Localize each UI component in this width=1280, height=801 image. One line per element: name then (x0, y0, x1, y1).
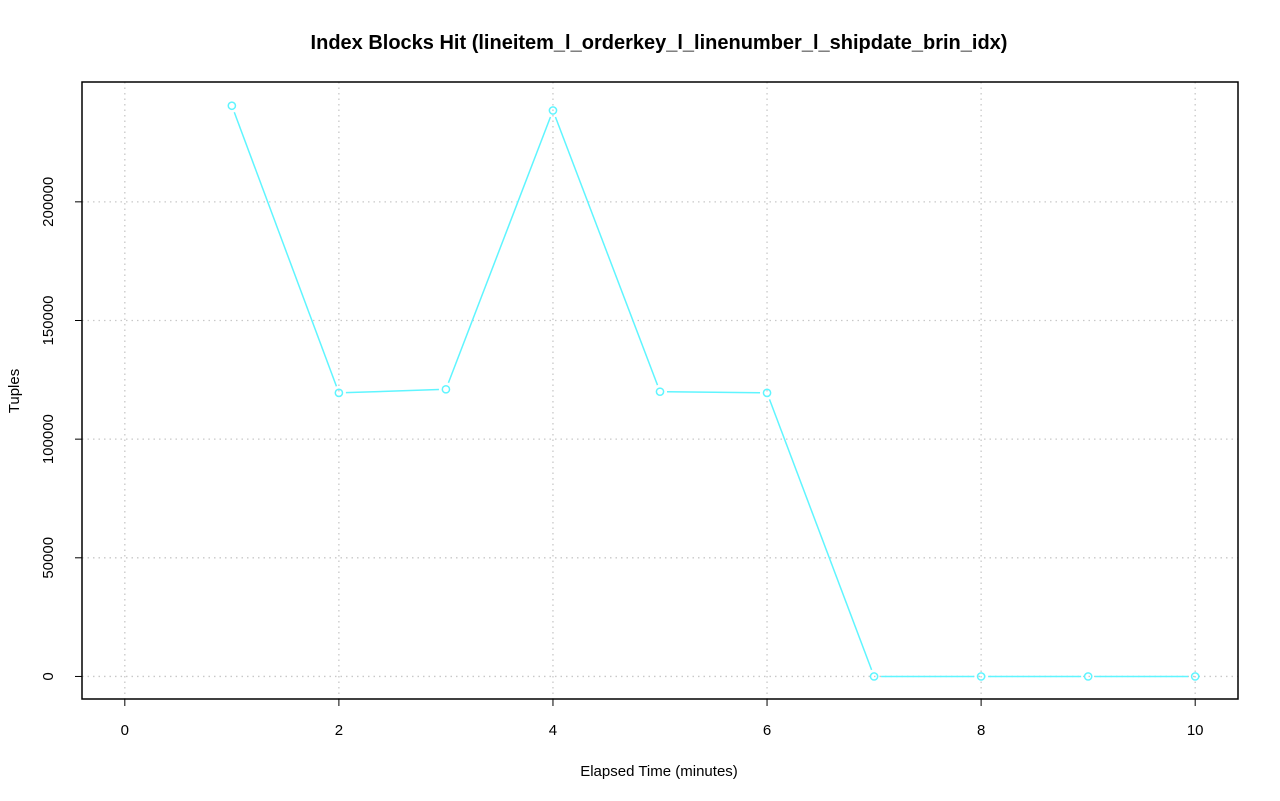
series-line-segment (768, 399, 873, 671)
data-point (1083, 672, 1093, 681)
y-tick-label: 200000 (40, 177, 57, 227)
x-tick-label: 2 (335, 722, 343, 739)
series-line-segment (554, 116, 659, 386)
data-point (227, 101, 237, 111)
data-point (976, 672, 986, 681)
data-point (1190, 672, 1200, 681)
x-axis-label: Elapsed Time (minutes) (580, 763, 738, 780)
data-point (441, 384, 451, 394)
series-layer (227, 101, 1200, 681)
plot-frame (81, 81, 1239, 700)
series-line-segment (233, 112, 338, 387)
y-axis-label: Tuples (6, 369, 23, 413)
series-line-segment (447, 116, 552, 384)
grid-lines (82, 82, 1238, 699)
series-line-segment (345, 388, 439, 394)
y-tick-label: 100000 (40, 414, 57, 464)
x-axis: 0 2 4 6 8 10 (121, 699, 1204, 739)
series-line-segment (666, 391, 761, 394)
x-tick-label: 8 (977, 722, 985, 739)
data-point (869, 672, 879, 681)
data-point (334, 388, 344, 398)
x-tick-label: 10 (1187, 722, 1204, 739)
data-point (762, 388, 772, 398)
y-tick-label: 150000 (40, 295, 57, 345)
x-tick-label: 6 (763, 722, 771, 739)
y-tick-label: 0 (40, 672, 57, 680)
x-tick-label: 4 (549, 722, 557, 739)
y-tick-label: 50000 (40, 537, 57, 579)
data-point (655, 387, 665, 397)
data-point (548, 106, 558, 115)
x-tick-label: 0 (121, 722, 129, 739)
chart-title: Index Blocks Hit (lineitem_l_orderkey_l_… (311, 32, 1008, 54)
y-axis: 0 50000 100000 150000 200000 (40, 177, 82, 681)
